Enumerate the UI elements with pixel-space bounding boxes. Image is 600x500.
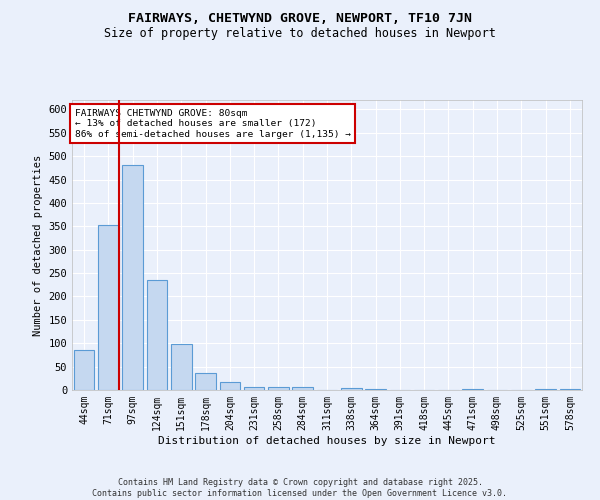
X-axis label: Distribution of detached houses by size in Newport: Distribution of detached houses by size … bbox=[158, 436, 496, 446]
Bar bbox=[122, 166, 143, 390]
Bar bbox=[535, 389, 556, 390]
Text: FAIRWAYS, CHETWYND GROVE, NEWPORT, TF10 7JN: FAIRWAYS, CHETWYND GROVE, NEWPORT, TF10 … bbox=[128, 12, 472, 26]
Bar bbox=[292, 386, 313, 390]
Bar bbox=[98, 226, 119, 390]
Bar bbox=[463, 389, 483, 390]
Text: Size of property relative to detached houses in Newport: Size of property relative to detached ho… bbox=[104, 28, 496, 40]
Text: Contains HM Land Registry data © Crown copyright and database right 2025.
Contai: Contains HM Land Registry data © Crown c… bbox=[92, 478, 508, 498]
Bar bbox=[341, 388, 362, 390]
Bar bbox=[220, 382, 240, 390]
Bar bbox=[244, 386, 265, 390]
Bar bbox=[195, 372, 216, 390]
Y-axis label: Number of detached properties: Number of detached properties bbox=[33, 154, 43, 336]
Text: FAIRWAYS CHETWYND GROVE: 80sqm
← 13% of detached houses are smaller (172)
86% of: FAIRWAYS CHETWYND GROVE: 80sqm ← 13% of … bbox=[74, 108, 350, 138]
Bar bbox=[365, 389, 386, 390]
Bar bbox=[171, 344, 191, 390]
Bar bbox=[560, 388, 580, 390]
Bar bbox=[74, 350, 94, 390]
Bar bbox=[146, 280, 167, 390]
Bar bbox=[268, 386, 289, 390]
